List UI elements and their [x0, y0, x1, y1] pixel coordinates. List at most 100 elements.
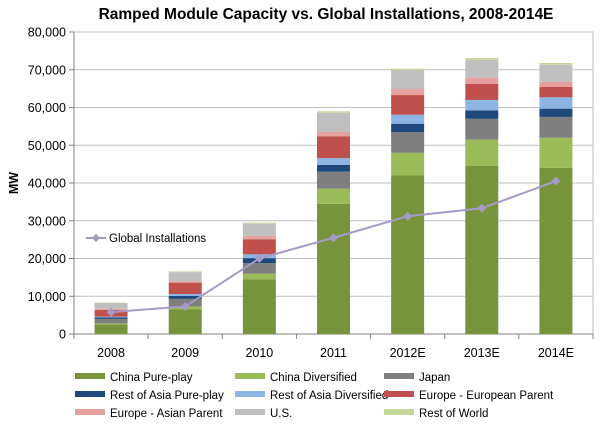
x-tick-label: 2010	[245, 346, 273, 360]
line-point	[254, 254, 264, 263]
bar-segment-china-pure-play-2008	[94, 324, 128, 334]
bar-segment-europe-asian-parent-2010	[242, 235, 276, 240]
bar-segment-u-s--2014e	[539, 64, 573, 82]
chart-title: Ramped Module Capacity vs. Global Instal…	[99, 6, 554, 23]
legend-label: Europe - Asian Parent	[110, 408, 223, 420]
bar-segment-rest-of-world-2009	[168, 271, 202, 273]
bar-segment-rest-of-asia-diversified-2012e	[391, 114, 425, 124]
bar-segment-japan-2013e	[465, 118, 499, 140]
bar-segment-japan-2010	[242, 263, 276, 274]
bar-segment-rest-of-asia-diversified-2011	[317, 158, 350, 165]
y-tick-label: 70,000	[28, 63, 66, 77]
bar-segment-rest-of-asia-diversified-2013e	[465, 99, 499, 111]
bar-segment-europe-european-parent-2009	[168, 282, 202, 294]
y-tick-label: 60,000	[28, 101, 66, 115]
bar-segment-rest-of-asia-pure-play-2012e	[391, 123, 425, 133]
legend-swatch	[235, 391, 265, 397]
bar-segment-europe-european-parent-2011	[317, 136, 350, 159]
line-point	[106, 307, 116, 317]
plot-area: 0 10,000 20,000 30,000 40,000 50,000 60,000 70,…	[28, 26, 594, 360]
legend-swatch	[75, 391, 105, 397]
bar-segment-rest-of-asia-pure-play-2014e	[539, 108, 573, 117]
legend-swatch	[235, 409, 265, 415]
bar-segment-rest-of-world-2011	[317, 111, 350, 113]
legend-swatch	[384, 409, 414, 415]
legend-swatch	[384, 391, 414, 397]
bar-segment-rest-of-world-2012e	[391, 68, 425, 71]
bar-segment-china-pure-play-2014e	[539, 167, 573, 334]
bar-segment-china-diversified-2010	[242, 273, 276, 280]
x-tick-label: 2012E	[390, 346, 426, 360]
bar-segment-rest-of-asia-pure-play-2009	[168, 295, 202, 299]
bar-segment-u-s--2010	[242, 223, 276, 236]
legend-label: Rest of Asia Pure-play	[110, 390, 224, 402]
x-tick-label: 2009	[171, 346, 199, 360]
bar-segment-rest-of-asia-diversified-2009	[168, 293, 202, 296]
x-tick-label: 2011	[320, 346, 347, 360]
bar-segment-rest-of-world-2013e	[465, 58, 499, 60]
x-tick-label: 2008	[97, 346, 125, 360]
bar-segment-japan-2011	[317, 171, 350, 189]
bar-segment-u-s--2008	[94, 303, 128, 309]
legend: China Pure-play China Diversified Japan Res…	[75, 372, 554, 420]
bar-segment-china-pure-play-2011	[317, 203, 350, 334]
bar-segment-china-diversified-2014e	[539, 137, 573, 168]
legend-label: U.S.	[270, 408, 292, 420]
bar-segment-europe-european-parent-2010	[242, 239, 276, 255]
line-legend-marker	[92, 234, 100, 242]
y-axis-label: MW	[7, 172, 21, 194]
bar-segment-europe-asian-parent-2009	[168, 281, 202, 283]
legend-label: Japan	[419, 372, 450, 384]
bar-segment-u-s--2011	[317, 112, 350, 132]
bar-segment-china-pure-play-2012e	[391, 175, 425, 334]
bar-segment-europe-european-parent-2014e	[539, 86, 573, 98]
bar-segment-europe-european-parent-2013e	[465, 83, 499, 100]
bar-segment-japan-2008	[94, 318, 128, 324]
line-point	[180, 301, 190, 311]
y-tick-label: 50,000	[28, 139, 66, 153]
y-tick-label: 40,000	[28, 177, 66, 191]
bar-segment-europe-asian-parent-2014e	[539, 81, 573, 87]
x-tick-label: 2014E	[538, 346, 574, 360]
line-legend-label: Global Installations	[109, 233, 206, 245]
bar-segment-china-pure-play-2010	[242, 279, 276, 334]
bar-segment-europe-asian-parent-2013e	[465, 77, 499, 84]
bar-segment-rest-of-asia-pure-play-2013e	[465, 110, 499, 119]
bar-segment-china-diversified-2012e	[391, 152, 425, 176]
bar-segment-rest-of-asia-diversified-2014e	[539, 97, 573, 109]
line-point	[477, 203, 487, 213]
bar-segment-rest-of-world-2010	[242, 222, 276, 224]
y-tick-label: 0	[59, 328, 66, 342]
legend-label: Rest of World	[419, 408, 488, 420]
legend-label: Rest of Asia Diversified	[270, 390, 388, 402]
legend-swatch	[384, 373, 414, 379]
bar-segment-china-diversified-2013e	[465, 139, 499, 167]
x-tick-label: 2013E	[464, 346, 500, 360]
bar-segment-china-pure-play-2009	[168, 309, 202, 334]
line-point	[329, 233, 338, 243]
bar-segment-japan-2014e	[539, 116, 573, 138]
bar-segment-china-diversified-2008	[94, 323, 128, 325]
bar-segment-u-s--2012e	[391, 70, 425, 90]
y-tick-label: 20,000	[28, 252, 66, 266]
bar-segment-china-pure-play-2013e	[465, 166, 499, 334]
bar-segment-japan-2012e	[391, 132, 425, 153]
legend-swatch	[75, 409, 105, 415]
legend-swatch	[235, 373, 265, 379]
legend-label: Europe - European Parent	[419, 390, 554, 402]
legend-label: China Diversified	[270, 372, 357, 384]
bar-segment-rest-of-asia-diversified-2008	[94, 316, 128, 318]
y-tick-label: 80,000	[28, 26, 66, 40]
bar-segment-rest-of-asia-pure-play-2011	[317, 164, 350, 172]
line-point	[403, 211, 413, 221]
bar-segment-europe-asian-parent-2012e	[391, 89, 425, 96]
bar-segment-europe-asian-parent-2011	[317, 131, 350, 137]
legend-label: China Pure-play	[110, 372, 193, 384]
bar-segment-europe-european-parent-2012e	[391, 95, 425, 115]
y-tick-label: 30,000	[28, 214, 66, 228]
bar-segment-u-s--2013e	[465, 59, 499, 78]
bar-segment-china-diversified-2011	[317, 188, 350, 204]
line-point	[551, 176, 561, 186]
